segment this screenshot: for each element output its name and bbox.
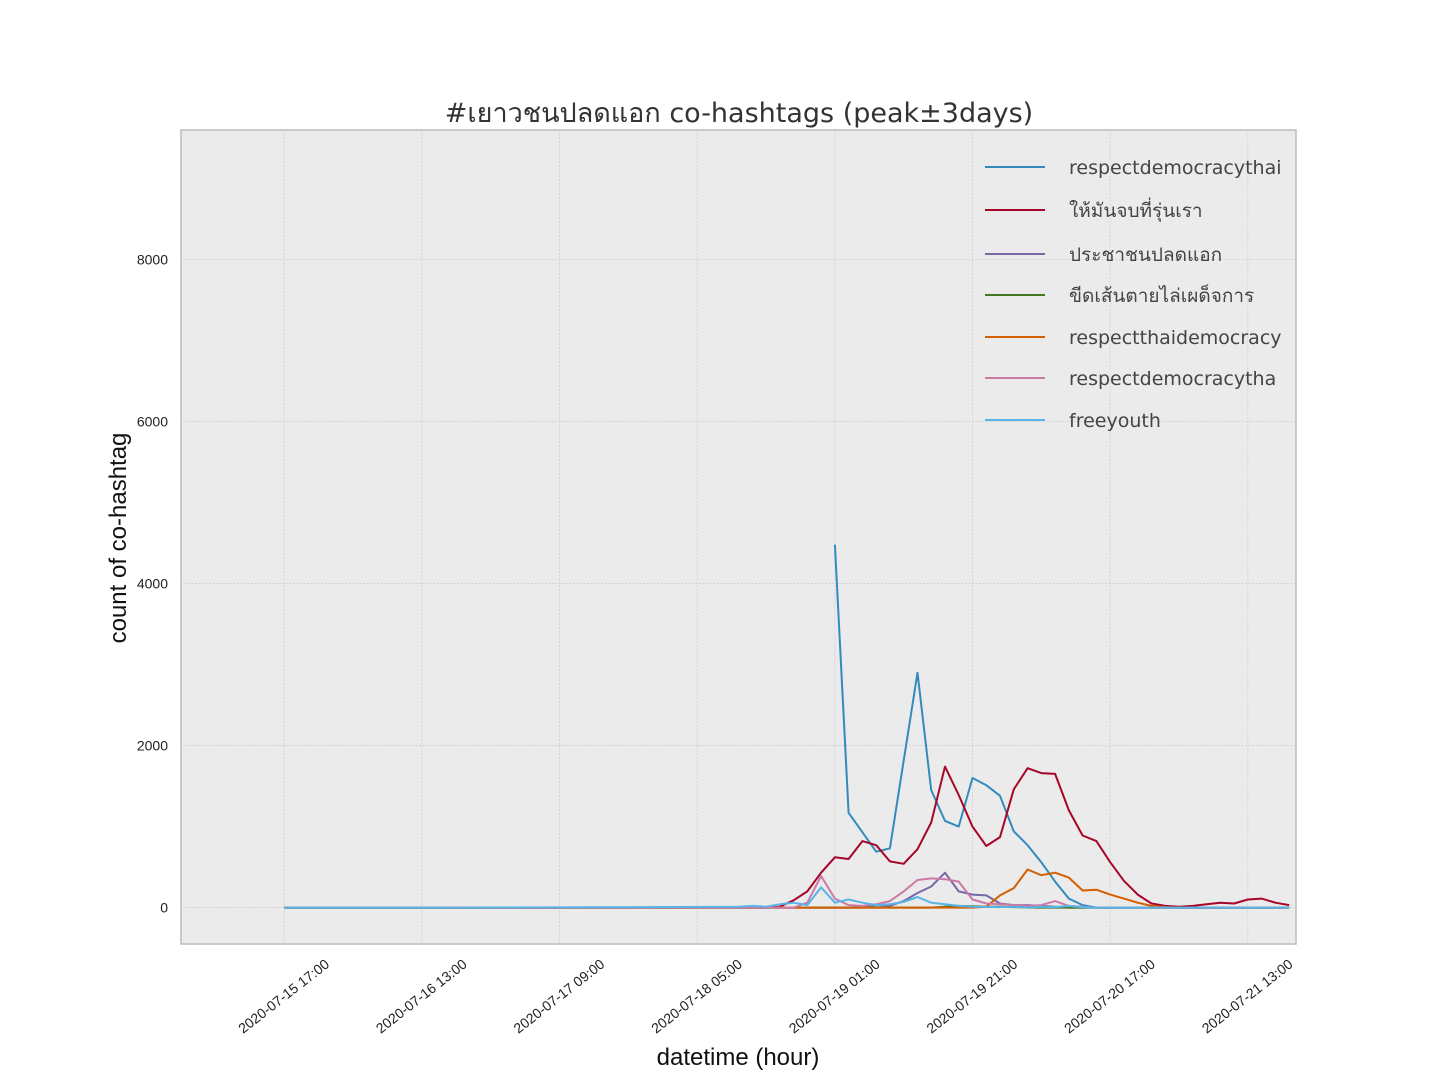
x-tick-label: 2020-07-19 21:00: [923, 956, 1020, 1037]
legend-entry: respectdemocracytha: [1069, 368, 1276, 390]
x-tick-label: 2020-07-19 01:00: [786, 956, 883, 1037]
x-tick-labels: 2020-07-15 17:00 2020-07-16 13:00 2020-07-…: [235, 956, 1296, 1037]
y-tick-label: 0: [160, 900, 168, 916]
series-lines: [284, 544, 1290, 909]
series-line-7: [284, 886, 1290, 909]
x-tick-label: 2020-07-15 17:00: [235, 956, 332, 1037]
x-tick-label: 2020-07-18 05:00: [648, 956, 745, 1037]
legend-entry: ขีดเส้นตายไล่เผด็จการ: [1069, 283, 1254, 307]
legend-entry: respectthaidemocracy: [1069, 327, 1282, 349]
legend-entry: ให้มันจบที่รุ่นเรา: [1069, 197, 1203, 223]
legend-entry: respectdemocracythai: [1069, 157, 1282, 179]
y-tick-label: 8000: [137, 252, 168, 268]
series-line-2: [284, 765, 1290, 909]
series-line-6: [284, 875, 1290, 909]
y-tick-label: 2000: [137, 738, 168, 754]
legend-entry: ประชาชนปลดแอก: [1069, 244, 1222, 266]
legend: respectdemocracythai ให้มันจบที่รุ่นเราปร…: [985, 157, 1282, 432]
x-axis-label: datetime (hour): [657, 1044, 820, 1071]
chart-title: #เยาวชนปลดแอก co-hashtags (peak±3days): [445, 98, 1033, 129]
x-tick-label: 2020-07-20 17:00: [1061, 956, 1158, 1037]
y-axis-label: count of co-hashtag: [105, 433, 132, 644]
x-tick-label: 2020-07-21 13:00: [1199, 956, 1296, 1037]
x-tick-label: 2020-07-17 09:00: [510, 956, 607, 1037]
series-line-5: [284, 868, 1290, 909]
y-tick-label: 6000: [137, 414, 168, 430]
x-tick-label: 2020-07-16 13:00: [373, 956, 470, 1037]
y-tick-labels: 0 2000 4000 6000 8000: [137, 252, 168, 916]
y-tick-label: 4000: [137, 576, 168, 592]
legend-entry: freeyouth: [1069, 410, 1161, 432]
